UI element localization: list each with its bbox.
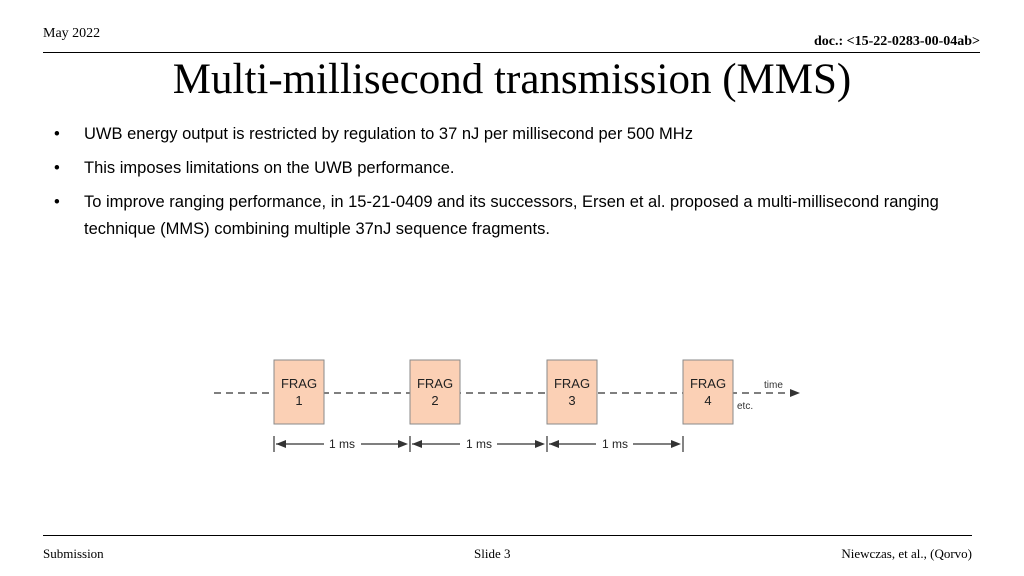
fragment-box [682, 359, 734, 425]
interval-label: 1 ms [602, 437, 628, 451]
fragment-number: 4 [704, 393, 711, 408]
fragment-3: FRAG 3 [546, 359, 598, 425]
header-date: May 2022 [43, 26, 101, 41]
bullet-item: • UWB energy output is restricted by reg… [48, 121, 948, 148]
bullet-dot: • [54, 159, 60, 177]
bullet-text: To improve ranging performance, in 15-21… [84, 193, 939, 238]
bullet-list: • UWB energy output is restricted by reg… [48, 121, 948, 250]
fragment-label: FRAG [554, 376, 590, 391]
interval-2: 1 ms [412, 437, 545, 451]
fragment-2: FRAG 2 [409, 359, 461, 425]
interval-label: 1 ms [466, 437, 492, 451]
footer-authors: Niewczas, et al., (Qorvo) [841, 546, 972, 561]
fragment-number: 3 [568, 393, 575, 408]
interval-1: 1 ms [276, 437, 408, 451]
fragment-1: FRAG 1 [273, 359, 325, 425]
mms-fragment-diagram: time etc. FRAG 1 FRAG 2 FRAG 3 FRAG 4 1 … [214, 359, 800, 452]
footer-slide-number: Slide 3 [474, 546, 511, 561]
slide-title: Multi-millisecond transmission (MMS) [172, 56, 852, 103]
fragment-box [409, 359, 461, 425]
interval-label: 1 ms [329, 437, 355, 451]
header-doc-id: doc.: <15-22-0283-00-04ab> [813, 34, 980, 49]
fragment-box [273, 359, 325, 425]
timeline-arrowhead [790, 389, 800, 397]
fragment-label: FRAG [417, 376, 453, 391]
fragment-number: 1 [295, 393, 302, 408]
fragment-label: FRAG [690, 376, 726, 391]
fragment-number: 2 [431, 393, 438, 408]
bullet-text: UWB energy output is restricted by regul… [84, 125, 693, 143]
interval-3: 1 ms [549, 437, 681, 451]
interval-ticks [273, 436, 684, 452]
header-divider [43, 52, 980, 53]
etc-label: etc. [737, 401, 753, 412]
bullet-dot: • [54, 125, 60, 143]
time-label: time [764, 380, 783, 391]
bullet-text: This imposes limitations on the UWB perf… [84, 159, 455, 177]
fragment-label: FRAG [281, 376, 317, 391]
fragment-4: FRAG 4 [682, 359, 734, 425]
bullet-dot: • [54, 193, 60, 211]
bullet-item: • This imposes limitations on the UWB pe… [48, 155, 948, 182]
footer-divider [43, 535, 972, 536]
bullet-item: • To improve ranging performance, in 15-… [48, 189, 948, 243]
footer-submission: Submission [43, 546, 104, 561]
fragment-box [546, 359, 598, 425]
